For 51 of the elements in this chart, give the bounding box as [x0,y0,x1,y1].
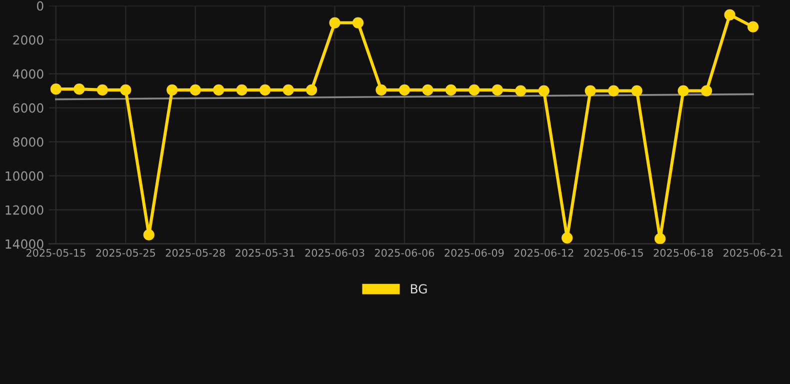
point [190,84,201,96]
point [260,84,271,96]
point [120,84,132,96]
point [329,17,340,28]
point [584,85,596,96]
y-tick-label: 2000 [13,35,44,45]
point [538,85,550,96]
point [700,85,712,96]
x-tick-label: 2025-05-28 [166,248,225,257]
x-tick-label: 2025-06-21 [724,248,782,257]
y-tick-label: 10000 [6,171,44,181]
x-tick-label: 2025-06-12 [514,248,574,257]
point [282,84,294,96]
point [747,21,759,32]
x-tick-label: 2025-06-15 [584,248,643,257]
x-tick-label: 2025-05-25 [96,248,156,257]
point [166,84,178,96]
x-tick-label: 2025-05-31 [236,248,294,257]
y-tick-label: 4000 [12,69,44,79]
point [631,85,642,96]
y-tick-label: 8000 [13,137,44,147]
point [398,84,410,96]
point [236,84,248,96]
point [422,84,434,96]
point [143,229,154,240]
x-tick-label: 2025-06-03 [305,248,364,257]
y-tick-label: 14000 [6,239,44,249]
legend-label: BG [410,284,427,294]
y-tick-label: 6000 [13,103,44,113]
point [562,232,573,244]
point [678,85,689,96]
point [74,84,85,95]
x-tick-label: 2025-05-15 [26,248,86,257]
y-tick-label: 0 [36,1,44,11]
point [608,85,620,96]
x-tick-label: 2025-06-06 [374,248,434,257]
point [445,84,457,96]
point [96,84,108,96]
x-tick-label: 2025-06-18 [654,248,713,257]
point [352,17,364,28]
point [492,84,503,96]
point [468,84,480,96]
point [213,84,224,96]
point [376,84,387,96]
point [515,85,526,96]
point [654,233,666,244]
y-tick-label: 12000 [6,205,44,215]
point [724,9,736,20]
point [306,84,318,96]
point [50,84,62,95]
x-tick-label: 2025-06-09 [444,248,504,257]
